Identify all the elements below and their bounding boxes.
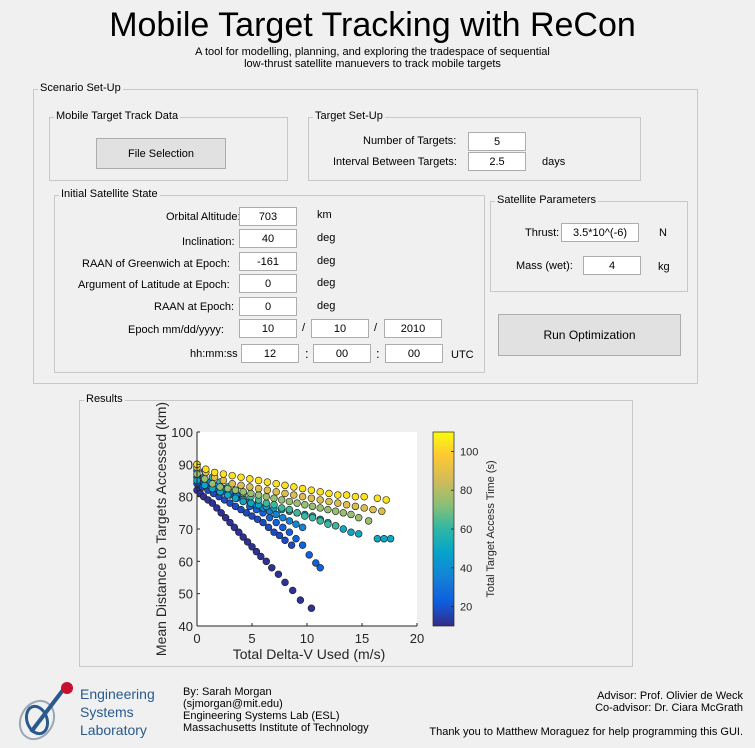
- track-data-title: Mobile Target Track Data: [54, 110, 181, 122]
- interval-unit: days: [542, 156, 566, 168]
- run-optimization-button[interactable]: Run Optimization: [498, 314, 681, 356]
- sat-params-title: Satellite Parameters: [495, 194, 599, 206]
- altitude-field[interactable]: [239, 207, 297, 226]
- subtitle-line-1: A tool for modelling, planning, and expl…: [195, 46, 550, 58]
- logo-line-laboratory: Laboratory: [80, 722, 147, 738]
- raan-unit: deg: [317, 300, 336, 312]
- coadvisor-line: Co-advisor: Dr. Ciara McGrath: [595, 702, 743, 714]
- epoch-label: Epoch mm/dd/yyyy:: [128, 324, 224, 336]
- results-title: Results: [84, 393, 125, 405]
- mass-label: Mass (wet):: [516, 260, 573, 272]
- time-separator-1: :: [305, 346, 309, 361]
- sat-state-panel: Initial Satellite State: [54, 188, 485, 373]
- logo-line-engineering: Engineering: [80, 686, 155, 702]
- raan-greenwich-label: RAAN of Greenwich at Epoch:: [82, 258, 230, 270]
- mass-field[interactable]: [583, 256, 641, 275]
- epoch-day-field[interactable]: [311, 319, 369, 338]
- advisor-info: Advisor: Prof. Olivier de Weck Co-adviso…: [595, 690, 743, 714]
- epoch-month-field[interactable]: [239, 319, 297, 338]
- track-data-panel: Mobile Target Track Data: [49, 110, 288, 181]
- subtitle-line-2: low-thrust satellite manuevers to track …: [244, 58, 501, 70]
- thrust-unit: N: [659, 227, 667, 239]
- interval-field[interactable]: [468, 152, 526, 171]
- target-setup-title: Target Set-Up: [313, 110, 385, 122]
- time-minutes-field[interactable]: [313, 344, 371, 363]
- inclination-label: Inclination:: [182, 236, 235, 248]
- date-separator-2: /: [374, 322, 378, 334]
- num-targets-field[interactable]: [468, 132, 526, 151]
- app-subtitle: A tool for modelling, planning, and expl…: [0, 46, 745, 70]
- num-targets-label: Number of Targets:: [363, 135, 457, 147]
- epoch-year-field[interactable]: [384, 319, 442, 338]
- interval-label: Interval Between Targets:: [333, 156, 457, 168]
- author-lab: Engineering Systems Lab (ESL): [183, 710, 340, 722]
- app-title: Mobile Target Tracking with ReCon: [109, 6, 636, 44]
- raan-label: RAAN at Epoch:: [154, 301, 235, 313]
- scenario-setup-title: Scenario Set-Up: [38, 82, 123, 94]
- inclination-unit: deg: [317, 232, 336, 244]
- results-panel: Results: [79, 393, 633, 667]
- time-label: hh:mm:ss: [190, 348, 238, 360]
- sat-state-title: Initial Satellite State: [59, 188, 160, 200]
- logo-line-systems: Systems: [80, 704, 134, 720]
- sat-params-panel: Satellite Parameters: [490, 194, 688, 292]
- time-seconds-field[interactable]: [385, 344, 443, 363]
- file-selection-button[interactable]: File Selection: [96, 138, 226, 169]
- inclination-field[interactable]: [239, 229, 297, 248]
- time-hours-field[interactable]: [241, 344, 299, 363]
- thanks-line: Thank you to Matthew Moraguez for help p…: [429, 726, 743, 738]
- time-separator-2: :: [376, 346, 380, 361]
- arg-latitude-label: Argument of Latitude at Epoch:: [78, 279, 230, 291]
- raan-field[interactable]: [239, 297, 297, 316]
- esl-logo-text: Engineering Systems Laboratory: [80, 685, 155, 739]
- mass-unit: kg: [658, 261, 670, 273]
- author-email: (sjmorgan@mit.edu): [183, 698, 283, 710]
- raan-greenwich-field[interactable]: [239, 252, 297, 271]
- date-separator-1: /: [302, 322, 306, 334]
- author-institution: Massachusetts Institute of Technology: [183, 722, 369, 734]
- altitude-label: Orbital Altitude:: [166, 211, 241, 223]
- scenario-setup-panel: Scenario Set-Up: [33, 82, 698, 384]
- time-unit: UTC: [451, 349, 474, 361]
- arg-latitude-unit: deg: [317, 277, 336, 289]
- target-setup-panel: Target Set-Up: [308, 110, 641, 181]
- thrust-label: Thrust:: [525, 227, 560, 239]
- author-info: By: Sarah Morgan (sjmorgan@mit.edu) Engi…: [183, 686, 369, 734]
- thrust-field[interactable]: [561, 223, 639, 242]
- altitude-unit: km: [317, 209, 332, 221]
- advisor-line: Advisor: Prof. Olivier de Weck: [597, 690, 743, 702]
- author-name: By: Sarah Morgan: [183, 686, 272, 698]
- raan-greenwich-unit: deg: [317, 255, 336, 267]
- esl-logo-icon: [18, 682, 73, 741]
- arg-latitude-field[interactable]: [239, 274, 297, 293]
